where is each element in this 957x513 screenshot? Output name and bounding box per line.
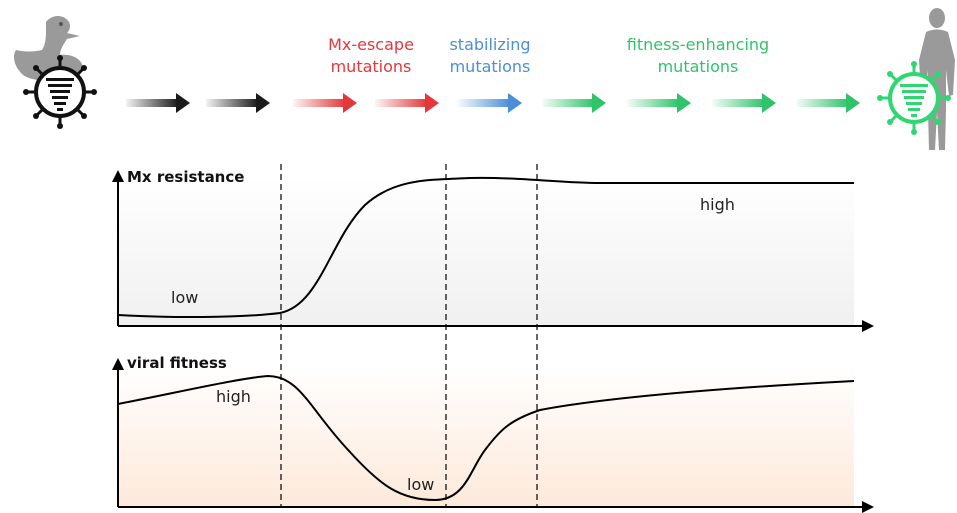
duck-icon (14, 16, 83, 82)
mutation-arrow-6 (542, 93, 606, 113)
phase-boundaries (280, 164, 538, 507)
mx-high-label: high (700, 195, 735, 214)
phase-label-fitness-line2: mutations (658, 57, 739, 76)
fitness-panel-title: viral fitness (127, 354, 227, 372)
mutation-arrow-2 (206, 93, 270, 113)
mutation-arrow-7 (627, 93, 691, 113)
viral-fitness-curve (117, 374, 855, 502)
viral-fitness-panel: viral fitness high low (112, 354, 874, 513)
fitness-low-label: low (407, 475, 434, 494)
phase-label-stabilizing-line1: stabilizing (449, 35, 530, 54)
mx-x-axis-arrowhead (862, 320, 874, 332)
mx-resistance-panel: Mx resistance low high (112, 168, 874, 332)
fitness-x-axis-arrowhead (862, 501, 874, 513)
fitness-high-label: high (216, 387, 251, 406)
phase-label-stabilizing-line2: mutations (450, 57, 531, 76)
adapted-virus-icon (877, 61, 951, 135)
mx-resistance-curve (117, 176, 854, 319)
phase-label-mx-escape-line1: Mx-escape (328, 35, 414, 54)
fitness-panel-background (118, 364, 854, 507)
mutation-arrow-3 (293, 93, 357, 113)
mutation-arrow-5 (458, 93, 522, 113)
mx-panel-background (118, 176, 854, 326)
phase-label-fitness-line1: fitness-enhancing (627, 35, 769, 54)
mutation-arrow-8 (712, 93, 776, 113)
mutation-arrows (126, 93, 860, 113)
mutation-arrow-1 (126, 93, 190, 113)
mx-y-axis-arrowhead (112, 170, 124, 182)
fitness-y-axis-arrowhead (112, 358, 124, 370)
mx-low-label: low (171, 288, 198, 307)
avian-virus-icon (23, 55, 97, 129)
phase-label-mx-escape-line2: mutations (331, 57, 412, 76)
mx-panel-title: Mx resistance (127, 168, 244, 186)
mutation-arrow-9 (796, 93, 860, 113)
mutation-arrow-4 (375, 93, 439, 113)
